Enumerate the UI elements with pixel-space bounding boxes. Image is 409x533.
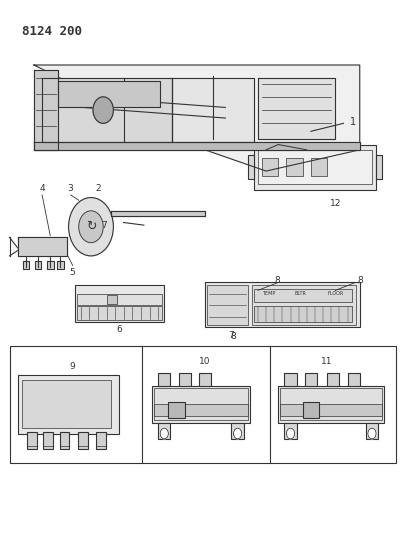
Bar (284, 373, 296, 386)
Bar (58, 81, 160, 108)
Text: 12: 12 (329, 199, 340, 208)
Bar (178, 373, 190, 386)
Bar (302, 402, 318, 418)
Polygon shape (257, 78, 335, 139)
Bar (284, 423, 296, 439)
Circle shape (79, 211, 103, 243)
Bar (375, 155, 381, 179)
Bar (257, 150, 371, 184)
Bar (280, 389, 381, 420)
Circle shape (233, 428, 241, 439)
Bar (22, 381, 111, 428)
Bar (365, 423, 377, 439)
Text: 1: 1 (349, 117, 355, 127)
Bar (78, 432, 88, 449)
Text: 4: 4 (39, 184, 45, 193)
Circle shape (286, 428, 294, 439)
Text: 8124 200: 8124 200 (22, 25, 81, 38)
Bar (207, 285, 247, 325)
Bar (96, 432, 106, 449)
Bar (47, 261, 54, 269)
Bar (107, 295, 117, 304)
Polygon shape (34, 70, 58, 150)
Bar (43, 432, 53, 449)
Bar (231, 423, 243, 439)
Bar (198, 373, 211, 386)
Bar (154, 389, 247, 420)
Bar (253, 306, 351, 322)
Circle shape (367, 428, 375, 439)
Bar (204, 282, 359, 327)
Bar (304, 373, 316, 386)
Text: 8: 8 (230, 332, 236, 341)
Bar (253, 144, 375, 190)
Polygon shape (42, 78, 172, 142)
Text: 11: 11 (321, 357, 332, 366)
Bar (261, 158, 278, 176)
Circle shape (160, 428, 168, 439)
Circle shape (68, 198, 113, 256)
Polygon shape (18, 237, 66, 256)
Text: TEMP: TEMP (261, 290, 274, 295)
Bar (158, 423, 170, 439)
Bar (76, 306, 162, 319)
Bar (22, 261, 29, 269)
Text: 7: 7 (101, 221, 107, 230)
Bar (59, 432, 69, 449)
Bar (347, 373, 359, 386)
Bar (253, 289, 351, 302)
Bar (18, 375, 119, 433)
Text: 8: 8 (357, 276, 362, 285)
Bar (152, 386, 249, 423)
Text: FLOOR: FLOOR (326, 290, 343, 295)
Bar (278, 386, 383, 423)
Bar (251, 285, 355, 325)
Circle shape (93, 97, 113, 123)
Bar (27, 432, 37, 449)
Polygon shape (172, 78, 253, 142)
Text: 2: 2 (95, 184, 101, 193)
Bar (247, 155, 253, 179)
Text: 3: 3 (67, 184, 73, 193)
Bar (76, 294, 162, 305)
Bar (74, 285, 164, 322)
Text: 10: 10 (199, 357, 210, 366)
Bar (154, 405, 247, 416)
Bar (57, 261, 63, 269)
Text: ↻: ↻ (85, 220, 96, 233)
Bar (168, 402, 184, 418)
Text: 5: 5 (70, 268, 75, 277)
Bar (286, 158, 302, 176)
Polygon shape (34, 65, 359, 171)
Bar (9, 346, 396, 463)
Text: 6: 6 (116, 325, 122, 334)
Text: BLTR: BLTR (294, 290, 306, 295)
Bar (280, 405, 381, 416)
Text: 9: 9 (70, 362, 75, 371)
Text: 8: 8 (274, 276, 279, 285)
Polygon shape (34, 142, 359, 150)
Bar (326, 373, 339, 386)
Bar (310, 158, 326, 176)
Bar (35, 261, 41, 269)
Polygon shape (111, 211, 204, 216)
Text: 7: 7 (228, 331, 234, 340)
Bar (158, 373, 170, 386)
